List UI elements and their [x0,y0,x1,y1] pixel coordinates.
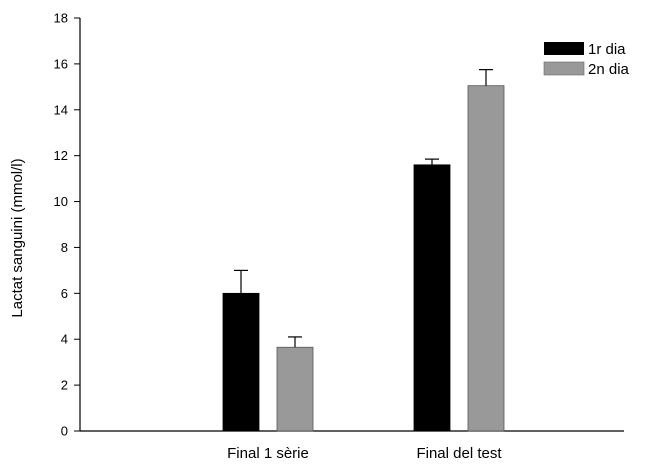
bar-2n-dia-0 [276,346,314,432]
legend: 1r dia 2n dia [543,41,630,78]
y-tick-label: 12 [54,148,68,163]
y-tick-label: 4 [61,332,68,347]
y-tick-label: 14 [54,102,68,117]
bar-2n-dia-1 [467,85,505,432]
y-axis-ticks: 0 2 4 6 8 10 12 14 16 18 [54,11,80,439]
bar-1r-dia-0 [222,292,260,432]
legend-label-2n-dia: 2n dia [588,61,630,78]
bar-1r-dia-1 [413,164,451,432]
legend-swatch-2n-dia [543,61,585,76]
y-axis-label: Lactat sanguini (mmol/l) [9,158,26,317]
y-tick-label: 2 [61,378,68,393]
y-tick-label: 6 [61,286,68,301]
bars-group [222,69,505,432]
x-axis-category-labels: Final 1 sèrie Final del test [227,445,502,462]
x-category-label: Final 1 sèrie [227,445,309,462]
x-category-label: Final del test [416,445,502,462]
y-tick-label: 0 [61,424,68,439]
legend-swatch-1r-dia [544,42,584,55]
y-tick-label: 16 [54,56,68,71]
y-tick-label: 18 [54,11,68,26]
y-tick-label: 10 [54,194,68,209]
y-tick-label: 8 [61,240,68,255]
legend-label-1r-dia: 1r dia [588,41,626,58]
